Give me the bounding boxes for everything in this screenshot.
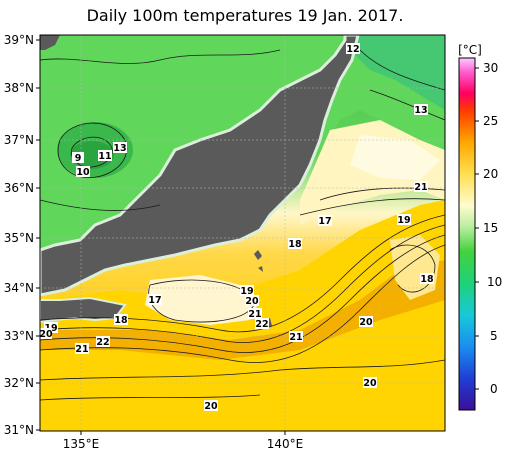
contour-label: 20 bbox=[245, 296, 259, 307]
colorbar: [°C] 30 25 20 15 10 5 0 bbox=[458, 43, 502, 411]
contour-label: 19 bbox=[397, 215, 410, 226]
lat-label: 38°N bbox=[4, 81, 34, 95]
colorbar-tick: 20 bbox=[483, 167, 498, 181]
kuroshio-band bbox=[40, 260, 445, 360]
contour-label: 9 bbox=[75, 153, 82, 164]
contour-label: 10 bbox=[76, 167, 90, 178]
contour-label: 20 bbox=[204, 401, 218, 412]
graticule bbox=[40, 35, 445, 431]
contour-label: 20 bbox=[359, 317, 373, 328]
latitude-labels: 39°N 38°N 37°N 36°N 35°N 34°N 33°N 32°N … bbox=[4, 33, 34, 437]
land-izu-island bbox=[254, 250, 262, 260]
contour-label: 20 bbox=[39, 329, 53, 340]
contour-label: 13 bbox=[113, 143, 126, 154]
contour-label: 17 bbox=[148, 295, 161, 306]
contour-label: 22 bbox=[96, 337, 109, 348]
lat-label: 31°N bbox=[4, 423, 34, 437]
land-korea bbox=[40, 35, 60, 50]
contour-label: 21 bbox=[75, 344, 88, 355]
colorbar-tick: 25 bbox=[483, 114, 498, 128]
plot-frame bbox=[39, 34, 446, 432]
colorbar-tick: 30 bbox=[483, 61, 498, 75]
contour-label: 18 bbox=[288, 239, 302, 250]
lat-label: 36°N bbox=[4, 181, 34, 195]
contour-label: 13 bbox=[414, 105, 427, 116]
contour-label: 17 bbox=[318, 216, 331, 227]
longitude-labels: 135°E 140°E bbox=[63, 437, 304, 451]
lat-label: 37°N bbox=[4, 133, 34, 147]
lat-label: 32°N bbox=[4, 376, 34, 390]
cool-pocket-south bbox=[145, 275, 260, 325]
contour-label: 12 bbox=[346, 44, 359, 55]
lat-label: 39°N bbox=[4, 33, 34, 47]
colorbar-unit: [°C] bbox=[458, 43, 482, 57]
lat-label: 33°N bbox=[4, 329, 34, 343]
contour-label: 21 bbox=[248, 309, 261, 320]
colorbar-tick: 0 bbox=[490, 382, 498, 396]
colorbar-tick: 5 bbox=[490, 329, 498, 343]
contour-label: 18 bbox=[420, 274, 434, 285]
land-shikoku bbox=[40, 296, 127, 324]
plot-area: 12 13 9 11 13 10 21 17 19 18 18 17 19 20… bbox=[39, 35, 445, 431]
lon-label: 135°E bbox=[63, 437, 100, 451]
contour-label: 18 bbox=[114, 315, 128, 326]
contour-label: 11 bbox=[98, 151, 111, 162]
colorbar-tick: 10 bbox=[487, 275, 502, 289]
contour-labels: 12 13 9 11 13 10 21 17 19 18 18 17 19 20… bbox=[39, 43, 434, 412]
contour-label: 22 bbox=[255, 319, 268, 330]
colorbar-tick: 15 bbox=[483, 221, 498, 235]
cold-eddy-northeast bbox=[355, 35, 445, 110]
map-title: Daily 100m temperatures 19 Jan. 2017. bbox=[86, 6, 404, 25]
colorbar-scale bbox=[458, 57, 476, 411]
contour-label: 21 bbox=[289, 332, 302, 343]
contour-label: 21 bbox=[414, 182, 427, 193]
lat-label: 34°N bbox=[4, 281, 34, 295]
lon-label: 140°E bbox=[267, 437, 304, 451]
land-honshu bbox=[40, 35, 360, 297]
lat-label: 35°N bbox=[4, 231, 34, 245]
contour-label: 19 bbox=[240, 286, 253, 297]
contour-label: 20 bbox=[363, 378, 377, 389]
